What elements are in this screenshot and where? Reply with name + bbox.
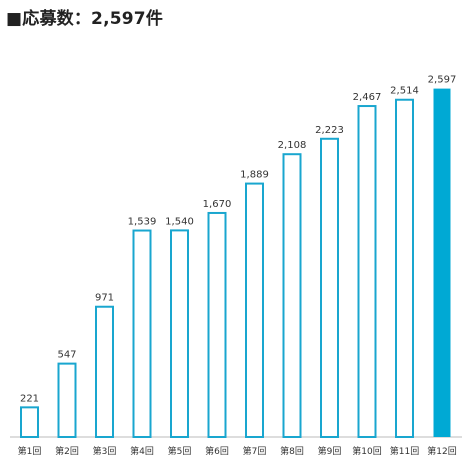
value-label-8: 2,108	[278, 140, 307, 151]
chart-title: ■応募数：2,597件	[6, 9, 164, 29]
bar-8	[282, 153, 302, 438]
category-label-6: 第6回	[205, 445, 229, 457]
bar-5	[170, 229, 189, 438]
category-label-10: 第10回	[352, 445, 381, 457]
category-label-3: 第3回	[93, 445, 117, 457]
bars-group	[20, 88, 451, 439]
bar-10	[357, 105, 377, 438]
value-label-7: 1,889	[240, 170, 269, 181]
category-label-5: 第5回	[168, 445, 192, 457]
value-labels-group: 221 547 971 1,539 1,540 1,670 1,889 2,108 2,223 2…	[20, 75, 456, 405]
category-label-11: 第11回	[390, 445, 419, 457]
value-label-12: 2,597	[428, 75, 457, 86]
value-label-10: 2,467	[353, 92, 382, 103]
value-label-1: 221	[20, 393, 39, 404]
value-label-4: 1,539	[128, 217, 157, 228]
tick-labels-group: 第1回 第2回 第3回 第4回 第5回 第6回 第7回 第8回 第9回 第10回 第11回 第12回	[18, 445, 457, 457]
bar-4	[132, 229, 152, 438]
bar-12	[433, 88, 451, 438]
value-label-3: 971	[95, 293, 114, 304]
category-label-12: 第12回	[427, 445, 456, 457]
bar-7	[245, 182, 264, 438]
category-label-2: 第2回	[55, 445, 79, 457]
bar-1	[20, 406, 39, 438]
bar-9	[320, 137, 339, 438]
value-label-5: 1,540	[165, 216, 194, 227]
bar-2	[57, 362, 77, 438]
value-label-9: 2,223	[315, 125, 344, 136]
value-label-6: 1,670	[203, 199, 232, 210]
bar-6	[207, 211, 227, 438]
bar-11	[395, 98, 414, 439]
category-label-7: 第7回	[243, 445, 267, 457]
value-label-2: 547	[57, 350, 76, 361]
category-label-4: 第4回	[130, 445, 154, 457]
bar-3	[95, 305, 114, 438]
value-label-11: 2,514	[390, 86, 419, 97]
category-label-8: 第8回	[280, 445, 304, 457]
category-label-1: 第1回	[18, 445, 42, 457]
category-label-9: 第9回	[318, 445, 342, 457]
